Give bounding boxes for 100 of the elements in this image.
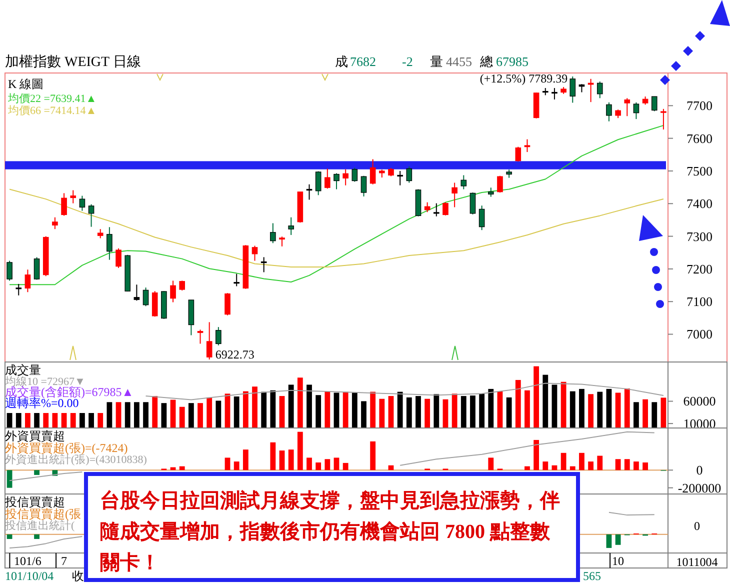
bar [560,382,566,428]
bar [306,384,312,428]
y-tick-label: -200000 [678,480,722,496]
bar [606,388,612,428]
y-tick-label: 7500 [686,163,712,178]
bar [416,396,421,428]
text: 均價22 =7639.41▲ [7,93,97,105]
bar [534,366,540,428]
bar [316,395,322,428]
candlestick [651,96,658,112]
candlestick [179,280,186,291]
candlestick [152,290,158,318]
bar [570,391,576,428]
bar [242,391,248,428]
candlestick [52,216,58,230]
x-tick-label: 101/6 [14,554,42,568]
bar [52,413,58,428]
bar [524,390,530,428]
candlestick [324,168,330,190]
bar [660,398,666,428]
bar [515,380,521,428]
bar [342,462,348,470]
bar [6,470,12,488]
candlestick [88,204,94,228]
bar [288,384,294,428]
bar [642,399,648,428]
bar [324,391,330,428]
bar [542,462,548,470]
candlestick [6,260,12,282]
bar [460,396,466,428]
candlestick [34,256,40,280]
text: -2 [402,54,413,69]
bar [652,402,658,428]
bar [370,441,376,470]
bar [579,388,584,428]
y-tick-label: 7300 [686,228,712,244]
candlestick [97,228,104,239]
bar [116,402,122,428]
text: 量 [430,54,443,69]
candlestick [596,80,603,99]
bar [224,458,230,470]
bar [270,390,276,428]
candlestick [624,98,630,117]
candlestick [279,236,285,247]
candlestick [360,175,367,197]
y-tick-label: 60000 [683,394,716,409]
bar [442,399,448,428]
bar [98,413,104,428]
candlestick [206,322,212,360]
bar [615,459,621,470]
bar [361,401,366,428]
candlestick [270,222,276,244]
chart-title: 加權指數 WEIGT 日線 [5,54,141,70]
candlestick [470,192,476,215]
bar [61,413,67,428]
bar [634,462,639,470]
bar [80,413,85,428]
bar [352,392,358,428]
bar [524,466,530,470]
candlestick [460,174,467,190]
bar [179,466,185,470]
bar [306,458,312,470]
text: 均價66 =7414.14▲ [7,105,97,117]
bar [534,440,540,470]
bar [124,402,130,428]
candlestick [234,273,240,287]
candlestick [252,245,258,262]
text: 4455 [446,54,472,69]
candlestick [452,182,458,208]
bar [379,398,385,428]
candlestick [70,190,76,204]
candlestick [434,202,440,217]
line-series [9,124,664,286]
annotation: K 線圖 [8,77,44,91]
annotation: 台股今日拉回測試月線支撐，盤中見到急拉漲勢，伴隨成交量增加，指數後市仍有機會站回 7800 點整數關卡！ [100,489,561,576]
bar [470,396,476,428]
candlestick [552,88,558,100]
bar [542,374,548,428]
bar [70,413,76,428]
annotation: 6922.73 [215,347,254,362]
candlestick [260,256,267,273]
candlestick [79,195,86,212]
bar [188,403,194,428]
bar [279,396,285,428]
bar [43,413,49,428]
candlestick [660,108,666,130]
bar [16,413,22,428]
bar [497,391,503,428]
bar [397,392,403,428]
candlestick [142,287,149,307]
x-tick-label: 7 [61,554,68,568]
bar [242,450,248,470]
bar [597,392,603,428]
bar [152,396,158,428]
candlestick [306,184,312,200]
candlestick [334,172,340,190]
candlestick [134,284,140,302]
bar [206,397,212,428]
bar [624,459,630,470]
candlestick [216,326,222,346]
